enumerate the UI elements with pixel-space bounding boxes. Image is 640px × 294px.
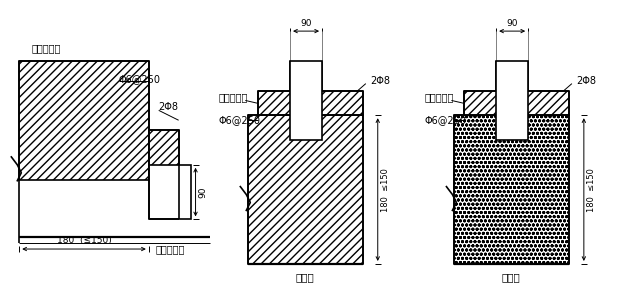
Bar [19, 61, 148, 180]
Text: 2Φ8: 2Φ8 [159, 102, 179, 112]
Bar [465, 91, 569, 115]
Text: 同剪力墙砼: 同剪力墙砼 [424, 93, 454, 103]
Bar [290, 61, 322, 140]
Text: 剪力墙、柱: 剪力墙、柱 [31, 43, 61, 53]
Text: 2Φ8: 2Φ8 [576, 76, 596, 86]
Text: 90: 90 [300, 19, 312, 28]
Bar [248, 115, 363, 264]
Text: 剪力墙: 剪力墙 [502, 272, 520, 282]
Text: 同剪力墙砼: 同剪力墙砼 [156, 244, 185, 254]
Text: 90: 90 [198, 186, 207, 198]
Text: Φ6@250: Φ6@250 [424, 115, 467, 125]
Text: 90: 90 [506, 19, 518, 28]
Bar [259, 91, 363, 115]
Text: 180  (≤150): 180 (≤150) [57, 236, 111, 245]
Text: 同剪力墙砼: 同剪力墙砼 [218, 93, 248, 103]
Text: 2Φ8: 2Φ8 [370, 76, 390, 86]
Bar [454, 115, 569, 264]
Text: 180  ≤150: 180 ≤150 [587, 168, 596, 211]
Bar [148, 130, 179, 180]
Text: 180  ≤150: 180 ≤150 [381, 168, 390, 211]
Text: Φ6@250: Φ6@250 [218, 115, 260, 125]
Bar [496, 61, 528, 140]
Text: Φ6@250: Φ6@250 [119, 74, 161, 84]
Text: 剪力墙: 剪力墙 [296, 272, 314, 282]
Bar [148, 165, 191, 219]
